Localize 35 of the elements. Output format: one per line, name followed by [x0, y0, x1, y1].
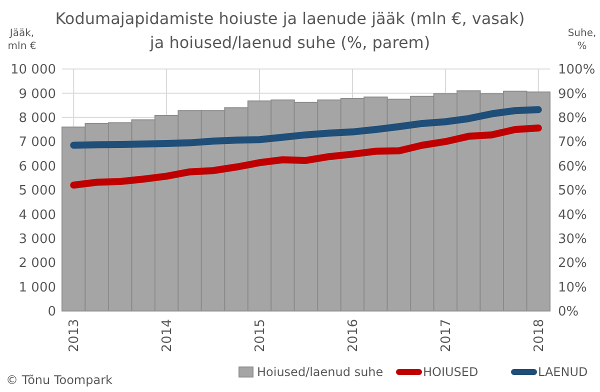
x-tick-label: 2013	[67, 319, 82, 352]
legend-label: LAENUD	[538, 365, 588, 379]
x-tick-label: 2018	[532, 319, 547, 352]
y2-tick-label: 20%	[558, 256, 587, 272]
y2-tick-label: 0%	[558, 304, 579, 320]
y2-axis-title: Suhe, %	[568, 28, 596, 52]
x-tick-label: 2015	[253, 319, 268, 352]
y2-tick-label: 10%	[558, 280, 587, 296]
y-tick-label: 0	[48, 304, 56, 320]
x-tick-label: 2016	[346, 319, 362, 352]
y-tick-label: 5 000	[18, 184, 56, 199]
y2-tick-label: 30%	[558, 232, 587, 247]
legend-label: Hoiused/laenud suhe	[257, 365, 384, 379]
y-tick-label: 1 000	[18, 280, 56, 296]
y-axis-title: Jääk, mln €	[8, 28, 36, 52]
y2-tick-label: 70%	[558, 135, 587, 150]
y-tick-label: 6 000	[18, 159, 56, 174]
y-tick-label: 2 000	[18, 256, 56, 272]
y-tick-label: 8 000	[18, 110, 56, 126]
y2-tick-label: 100%	[558, 62, 596, 78]
y-tick-label: 9 000	[18, 86, 56, 102]
y-tick-label: 7 000	[18, 135, 56, 150]
y2-tick-label: 50%	[558, 184, 587, 199]
y2-tick-label: 40%	[558, 208, 587, 223]
y-tick-label: 3 000	[18, 232, 56, 247]
x-tick-label: 2017	[438, 319, 454, 352]
y2-tick-label: 60%	[558, 159, 587, 174]
y-tick-label: 10 000	[10, 62, 56, 78]
chart-title: Kodumajapidamiste hoiuste ja laenude jääk (mln €, vasak) ja hoiused/laenud suhe (%, parem)	[55, 9, 525, 52]
y2-tick-label: 80%	[558, 110, 587, 126]
y2-tick-label: 90%	[558, 86, 587, 102]
text: © Tõnu Toompark	[6, 373, 113, 387]
x-tick-label: 2014	[160, 319, 176, 352]
legend-label: HOIUSED	[423, 365, 478, 379]
y-tick-label: 4 000	[18, 208, 56, 223]
